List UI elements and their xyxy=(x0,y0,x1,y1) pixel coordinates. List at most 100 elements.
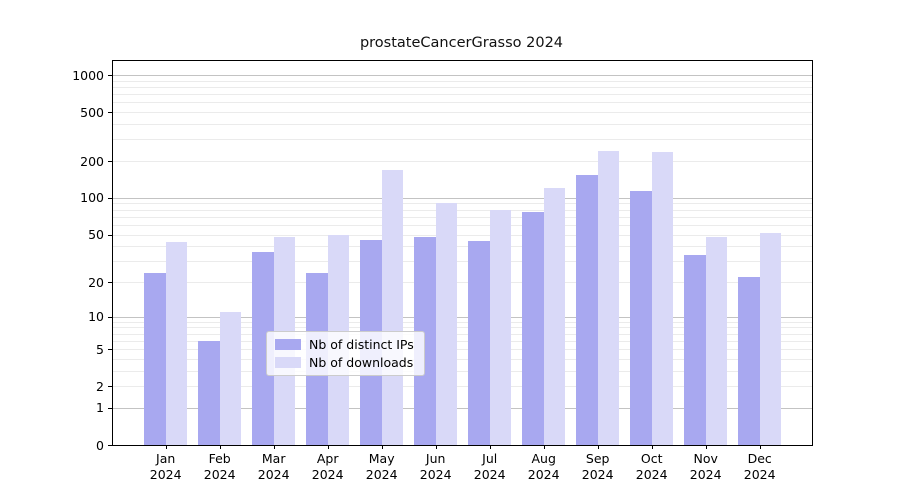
y-tick-mark xyxy=(108,112,112,114)
bar-downloads-jun xyxy=(435,202,458,445)
x-tick-mark xyxy=(435,445,437,449)
x-tick-label: Aug 2024 xyxy=(527,451,560,482)
bar-distinct-ips-mar xyxy=(251,251,274,445)
gridline-minor xyxy=(113,370,812,372)
y-tick-label: 0 xyxy=(96,437,104,453)
plot-area: 0 1 2 5 10 20 50 100 200 500 1000 Jan 2024 Feb 2024 M… xyxy=(72,60,813,482)
gridline-minor xyxy=(113,224,812,226)
gridline-minor xyxy=(113,234,812,236)
gridline-minor xyxy=(113,327,812,329)
legend-swatch-downloads xyxy=(275,357,301,368)
gridline-major xyxy=(113,197,812,199)
gridline-minor xyxy=(113,216,812,218)
gridline-major xyxy=(113,75,812,76)
bar-distinct-ips-feb xyxy=(197,340,220,445)
bar-downloads-jan xyxy=(165,242,188,445)
gridline-major xyxy=(113,316,812,318)
gridline-minor xyxy=(113,80,812,82)
gridline-minor xyxy=(113,282,812,283)
y-tick-label: 1 xyxy=(96,400,104,416)
gridline-minor xyxy=(113,102,812,104)
gridline-minor xyxy=(113,333,812,335)
bar-downloads-nov xyxy=(705,236,728,445)
x-tick-mark xyxy=(273,445,275,449)
y-tick-mark xyxy=(108,234,112,236)
y-tick-mark xyxy=(108,316,112,318)
x-tick-label: Apr 2024 xyxy=(311,451,344,482)
y-tick-label: 1000 xyxy=(72,67,104,83)
x-tick-mark xyxy=(597,445,599,449)
y-tick-label: 500 xyxy=(80,104,104,120)
y-tick-label: 100 xyxy=(80,190,104,206)
legend-row: Nb of downloads xyxy=(275,355,414,370)
y-tick-label: 200 xyxy=(80,153,104,169)
x-tick-label: Oct 2024 xyxy=(635,451,668,482)
bar-distinct-ips-oct xyxy=(629,190,652,445)
gridline-minor xyxy=(113,203,812,205)
x-tick-label: Jan 2024 xyxy=(149,451,182,482)
bar-distinct-ips-jan xyxy=(143,272,166,445)
x-tick-mark xyxy=(543,445,545,449)
bar-downloads-feb xyxy=(219,311,242,445)
x-tick-mark xyxy=(489,445,491,449)
x-tick-mark xyxy=(381,445,383,449)
y-tick-mark xyxy=(108,407,112,409)
x-tick-label: May 2024 xyxy=(365,451,398,482)
gridline-minor xyxy=(113,87,812,88)
legend-label: Nb of downloads xyxy=(309,355,414,370)
y-tick-mark xyxy=(108,386,112,388)
bar-distinct-ips-dec xyxy=(737,277,760,445)
x-tick-mark xyxy=(759,445,761,449)
y-tick-mark xyxy=(108,197,112,199)
y-tick-mark xyxy=(108,75,112,76)
legend-label: Nb of distinct IPs xyxy=(309,337,414,352)
y-tick-mark xyxy=(108,349,112,351)
y-tick-label: 2 xyxy=(96,378,104,394)
bar-distinct-ips-sep xyxy=(575,175,598,445)
y-tick-mark xyxy=(108,161,112,162)
y-tick-mark xyxy=(108,445,112,446)
x-tick-mark xyxy=(705,445,707,449)
y-tick-mark xyxy=(108,282,112,283)
gridline-major xyxy=(113,407,812,409)
gridline-minor xyxy=(113,209,812,211)
gridline-minor xyxy=(113,321,812,323)
bar-distinct-ips-nov xyxy=(683,254,706,445)
bar-distinct-ips-jun xyxy=(413,236,436,445)
x-tick-mark xyxy=(165,445,167,449)
gridline-minor xyxy=(113,261,812,263)
x-tick-label: Dec 2024 xyxy=(743,451,776,482)
legend-row: Nb of distinct IPs xyxy=(275,337,414,352)
gridline-minor xyxy=(113,124,812,125)
gridline-minor xyxy=(113,94,812,96)
bar-downloads-oct xyxy=(651,152,674,445)
gridline-minor xyxy=(113,246,812,248)
gridline-minor xyxy=(113,349,812,351)
gridline-minor xyxy=(113,139,812,141)
gridline-minor xyxy=(113,340,812,342)
x-tick-label: Sep 2024 xyxy=(581,451,614,482)
x-tick-mark xyxy=(651,445,653,449)
bar-downloads-dec xyxy=(759,233,782,445)
y-tick-label: 50 xyxy=(88,227,104,242)
x-tick-label: Feb 2024 xyxy=(203,451,236,482)
y-tick-label: 20 xyxy=(88,274,104,290)
chart-title: prostateCancerGrasso 2024 xyxy=(359,35,564,51)
legend-swatch-distinct-ips xyxy=(275,339,301,350)
y-tick-label: 5 xyxy=(96,341,104,357)
x-tick-label: Nov 2024 xyxy=(689,451,722,482)
x-tick-mark xyxy=(327,445,329,449)
x-tick-label: Jul 2024 xyxy=(473,451,506,482)
y-tick-label: 10 xyxy=(88,309,104,325)
bar-downloads-aug xyxy=(543,187,566,445)
gridline-minor xyxy=(113,386,812,388)
x-tick-mark xyxy=(219,445,221,449)
gridline-minor xyxy=(113,161,812,162)
gridline-minor xyxy=(113,112,812,114)
x-tick-label: Mar 2024 xyxy=(257,451,290,482)
bar-downloads-may xyxy=(381,169,404,445)
bar-downloads-jul xyxy=(489,209,512,445)
x-tick-label: Jun 2024 xyxy=(419,451,452,482)
bar-distinct-ips-aug xyxy=(521,211,544,445)
